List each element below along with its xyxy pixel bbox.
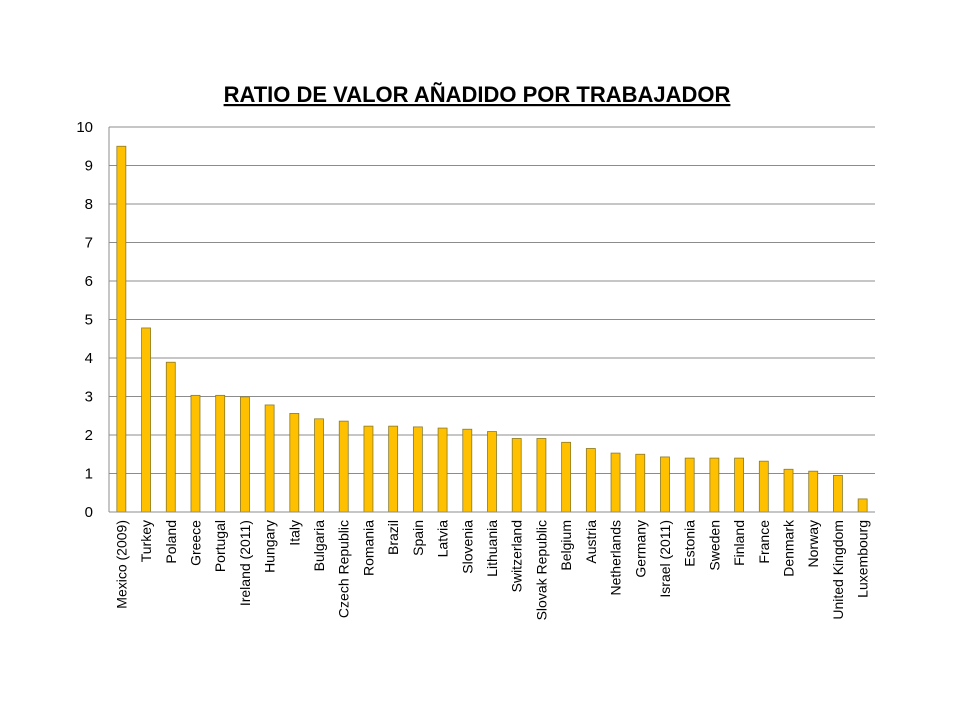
bar (783, 468, 794, 513)
x-category-label: Latvia (435, 520, 451, 558)
axes (108, 127, 875, 513)
y-tick-label: 7 (85, 235, 93, 252)
x-category-label: Bulgaria (311, 520, 327, 572)
gridlines (109, 126, 875, 474)
bar (190, 394, 201, 513)
x-category-label: Romania (360, 520, 376, 576)
bar (338, 420, 349, 513)
chart-title: RATIO DE VALOR AÑADIDO POR TRABAJADOR (224, 82, 731, 107)
x-axis-category-labels: Mexico (2009) Turkey Poland Greece Portugal I… (113, 519, 870, 620)
bar (215, 394, 226, 513)
x-category-label: Finland (731, 520, 747, 566)
bar (610, 452, 621, 513)
x-category-label: Hungary (262, 520, 278, 573)
x-category-label: France (756, 520, 772, 564)
x-category-label: Denmark (781, 519, 797, 577)
x-category-label: Portugal (212, 520, 228, 572)
bar (165, 361, 176, 513)
bar (734, 457, 744, 513)
bar (833, 475, 843, 513)
x-category-label: Sweden (706, 520, 722, 571)
x-category-label: Turkey (138, 520, 154, 562)
y-tick-label: 4 (85, 350, 93, 367)
y-tick-label: 5 (85, 312, 93, 329)
y-tick-label: 6 (85, 273, 93, 290)
x-category-label: Mexico (2009) (113, 520, 129, 609)
bar (635, 453, 646, 513)
x-category-label: Slovak Republic (533, 520, 549, 620)
y-tick-label: 0 (85, 504, 93, 521)
bar (141, 327, 151, 513)
x-category-label: Italy (286, 520, 302, 546)
bar (462, 428, 473, 513)
x-category-label: Switzerland (509, 520, 525, 592)
bar (808, 470, 819, 513)
x-category-label: Norway (805, 520, 821, 567)
bar (487, 431, 497, 513)
bar (561, 441, 572, 513)
x-category-label: Estonia (682, 520, 698, 567)
x-category-label: Czech Republic (336, 520, 352, 618)
y-tick-label: 3 (85, 389, 93, 406)
y-tick-label: 10 (76, 119, 93, 136)
bar (363, 425, 374, 513)
bar (536, 438, 547, 513)
x-category-label: Poland (163, 520, 179, 564)
y-tick-label: 2 (85, 427, 93, 444)
bar (388, 425, 399, 513)
bar (314, 418, 324, 513)
bars (116, 145, 868, 513)
x-category-label: Ireland (2011) (237, 520, 253, 606)
bar (857, 498, 868, 513)
y-axis-tick-labels: 0 1 2 3 4 5 6 7 8 9 10 (76, 119, 93, 521)
y-tick-label: 1 (85, 466, 93, 483)
x-category-label: United Kingdom (830, 520, 846, 620)
x-category-label: Spain (410, 520, 426, 556)
bar (240, 396, 250, 513)
x-category-label: Austria (583, 520, 599, 564)
y-tick-label: 8 (85, 196, 93, 213)
bar (116, 145, 127, 513)
bar (412, 426, 423, 513)
bar (437, 427, 448, 513)
x-category-label: Israel (2011) (657, 520, 673, 598)
x-category-label: Luxembourg (855, 520, 871, 598)
bar (511, 438, 522, 513)
bar (709, 457, 720, 513)
x-category-label: Brazil (385, 520, 401, 555)
bar (585, 448, 596, 513)
y-tick-label: 9 (85, 158, 93, 175)
x-category-label: Netherlands (608, 520, 624, 596)
bar (289, 413, 300, 513)
bar (758, 460, 769, 513)
x-category-label: Germany (632, 520, 648, 578)
x-category-label: Lithuania (484, 520, 500, 577)
x-category-label: Greece (187, 520, 203, 566)
bar (684, 457, 695, 513)
bar (660, 456, 670, 513)
x-category-label: Slovenia (459, 520, 475, 574)
bar (264, 404, 275, 513)
x-category-label: Belgium (558, 520, 574, 571)
